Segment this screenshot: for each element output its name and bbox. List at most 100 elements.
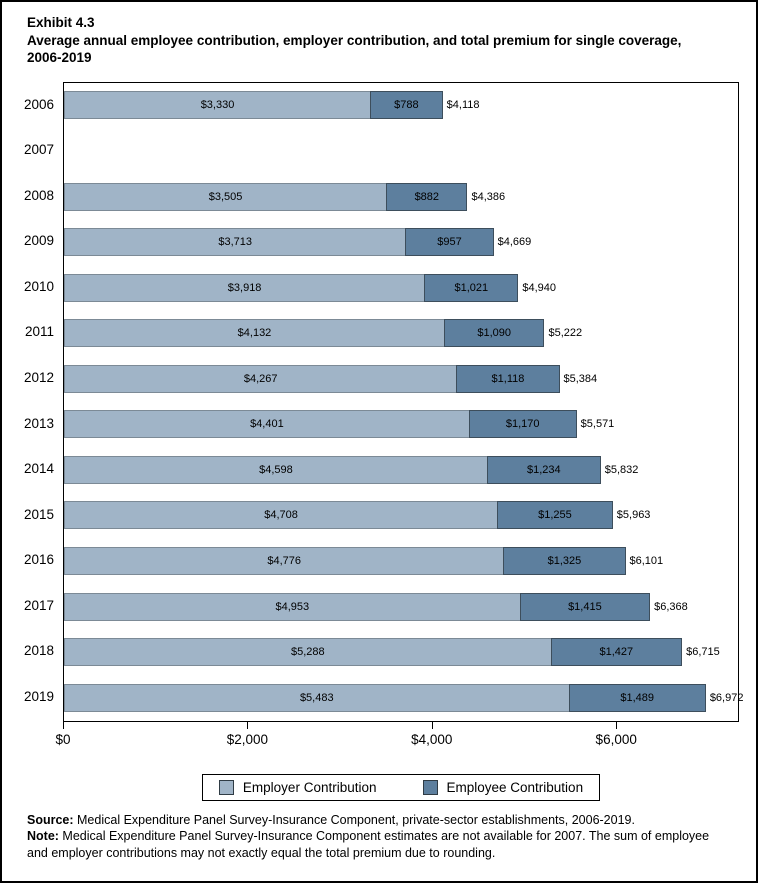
- source-note: Source: Medical Expenditure Panel Survey…: [27, 812, 731, 829]
- total-premium-label: $5,384: [563, 372, 598, 385]
- total-premium-label: $5,832: [604, 463, 639, 476]
- year-label-2012: 2012: [23, 370, 54, 386]
- year-label-2014: 2014: [23, 461, 54, 477]
- employer-contribution-segment: $4,401: [64, 410, 470, 439]
- note-text: Medical Expenditure Panel Survey-Insuran…: [27, 829, 710, 861]
- y-axis-labels: 2006 2007 2008 2009 2010 2011 2012 2013 2014 2015…: [2, 82, 63, 762]
- legend-label-employer: Employer Contribution: [242, 779, 377, 795]
- year-label-2015: 2015: [23, 506, 54, 522]
- bar-row-2019: $5,483 $1,489 $6,972: [64, 675, 743, 721]
- total-premium-label: $6,715: [686, 646, 720, 659]
- x-axis-tick: [247, 721, 249, 729]
- stacked-bar-2008: $3,505 $882 $4,386: [64, 182, 738, 211]
- bar-row-2012: $4,267 $1,118 $5,384: [64, 356, 738, 402]
- bar-row-2015: $4,708 $1,255 $5,963: [64, 493, 738, 539]
- x-axis-tick: [431, 721, 433, 729]
- legend-item-employee: Employee Contribution: [422, 779, 584, 795]
- total-premium-label: $6,972: [709, 691, 744, 704]
- x-axis: $0 $2,000 $4,000 $6,000: [55, 721, 737, 762]
- year-label-2010: 2010: [23, 278, 54, 294]
- employer-contribution-segment: $3,918: [64, 273, 426, 302]
- year-label-2017: 2017: [23, 597, 54, 613]
- legend-label-employee: Employee Contribution: [446, 779, 584, 795]
- employee-contribution-segment: $882: [386, 182, 468, 211]
- bar-row-2014: $4,598 $1,234 $5,832: [64, 447, 738, 493]
- bar-row-2010: $3,918 $1,021 $4,940: [64, 265, 738, 311]
- bar-row-2008: $3,505 $882 $4,386: [64, 174, 738, 220]
- employee-contribution-segment: $1,427: [550, 638, 683, 667]
- employer-contribution-segment: $3,713: [64, 228, 407, 257]
- total-premium-label: $6,368: [654, 600, 688, 613]
- employer-contribution-segment: $4,708: [64, 501, 499, 530]
- employee-contribution-segment: $1,489: [568, 683, 706, 712]
- year-label-2006: 2006: [23, 96, 54, 112]
- employee-contribution-segment: $1,090: [443, 319, 545, 348]
- year-label-2011: 2011: [24, 324, 54, 340]
- bar-row-2018: $5,288 $1,427 $6,715: [64, 629, 738, 675]
- chart-area: 2006 2007 2008 2009 2010 2011 2012 2013 2014 2015…: [2, 81, 756, 762]
- employer-contribution-segment: $3,505: [64, 182, 388, 211]
- employer-contribution-segment: $4,132: [64, 319, 445, 348]
- title-block: Exhibit 4.3 Average annual employee cont…: [27, 14, 731, 67]
- bar-row-2011: $4,132 $1,090 $5,222: [64, 310, 738, 356]
- source-label: Source:: [27, 812, 74, 827]
- stacked-bar-2010: $3,918 $1,021 $4,940: [64, 273, 738, 302]
- bar-row-2006: $3,330 $788 $4,118: [64, 83, 738, 129]
- stacked-bar-2016: $4,776 $1,325 $6,101: [64, 547, 738, 576]
- year-label-2016: 2016: [23, 552, 54, 568]
- footnotes: Source: Medical Expenditure Panel Survey…: [27, 812, 731, 862]
- employee-contribution-segment: $1,325: [503, 547, 626, 576]
- employer-contribution-segment: $5,288: [64, 638, 552, 667]
- stacked-bar-2019: $5,483 $1,489 $6,972: [64, 683, 743, 712]
- exhibit-number: Exhibit 4.3: [27, 15, 95, 30]
- legend-item-employer: Employer Contribution: [218, 779, 377, 795]
- legend: Employer Contribution Employee Contribut…: [201, 773, 601, 801]
- employee-contribution-segment: $1,021: [424, 273, 519, 302]
- employer-contribution-segment: $3,330: [64, 91, 372, 120]
- method-note: Note: Medical Expenditure Panel Survey-I…: [27, 828, 731, 862]
- year-label-2018: 2018: [23, 643, 54, 659]
- employee-contribution-segment: $1,255: [497, 501, 613, 530]
- bar-row-2009: $3,713 $957 $4,669: [64, 219, 738, 265]
- stacked-bar-2015: $4,708 $1,255 $5,963: [64, 501, 738, 530]
- employer-contribution-segment: $5,483: [64, 683, 570, 712]
- stacked-bar-2017: $4,953 $1,415 $6,368: [64, 592, 738, 621]
- employee-contribution-segment: $788: [370, 91, 443, 120]
- plot-area: $3,330 $788 $4,118 $3,505 $882 $4,386 $3,713 $9…: [63, 81, 743, 722]
- bar-row-2017: $4,953 $1,415 $6,368: [64, 584, 738, 630]
- employee-contribution-segment: $1,415: [519, 592, 651, 621]
- total-premium-label: $4,118: [446, 99, 480, 112]
- bar-row-2016: $4,776 $1,325 $6,101: [64, 538, 738, 584]
- employer-contribution-segment: $4,776: [64, 547, 505, 576]
- x-axis-tick-label: $2,000: [226, 731, 269, 747]
- year-label-2008: 2008: [23, 187, 54, 203]
- year-label-2013: 2013: [23, 415, 54, 431]
- note-label: Note:: [27, 829, 59, 844]
- stacked-bar-2018: $5,288 $1,427 $6,715: [64, 638, 738, 667]
- chart-title: Average annual employee contribution, em…: [27, 32, 682, 66]
- employee-contribution-segment: $1,234: [486, 455, 601, 484]
- total-premium-label: $5,963: [616, 509, 651, 522]
- total-premium-label: $4,669: [497, 236, 532, 249]
- year-label-2009: 2009: [23, 233, 54, 249]
- employee-contribution-segment: $1,118: [456, 364, 560, 393]
- total-premium-label: $5,222: [548, 327, 583, 340]
- stacked-bar-2006: $3,330 $788 $4,118: [64, 91, 738, 120]
- x-axis-tick-label: $4,000: [411, 731, 453, 747]
- x-axis-tick-label: $6,000: [595, 731, 637, 747]
- year-label-2007: 2007: [23, 142, 54, 158]
- stacked-bar-2009: $3,713 $957 $4,669: [64, 228, 738, 257]
- total-premium-label: $6,101: [629, 555, 664, 568]
- employee-contribution-segment: $1,170: [468, 410, 577, 439]
- x-axis-tick: [63, 721, 64, 729]
- total-premium-label: $4,386: [471, 190, 506, 203]
- employer-contribution-segment: $4,267: [64, 364, 458, 393]
- employer-swatch-icon: [218, 779, 234, 795]
- plot-column: $3,330 $788 $4,118 $3,505 $882 $4,386 $3,713 $9…: [55, 81, 743, 762]
- stacked-bar-2014: $4,598 $1,234 $5,832: [64, 455, 738, 484]
- legend-row: Employer Contribution Employee Contribut…: [63, 773, 739, 801]
- stacked-bar-2013: $4,401 $1,170 $5,571: [64, 410, 738, 439]
- total-premium-label: $5,571: [580, 418, 615, 431]
- x-axis-tick: [616, 721, 618, 729]
